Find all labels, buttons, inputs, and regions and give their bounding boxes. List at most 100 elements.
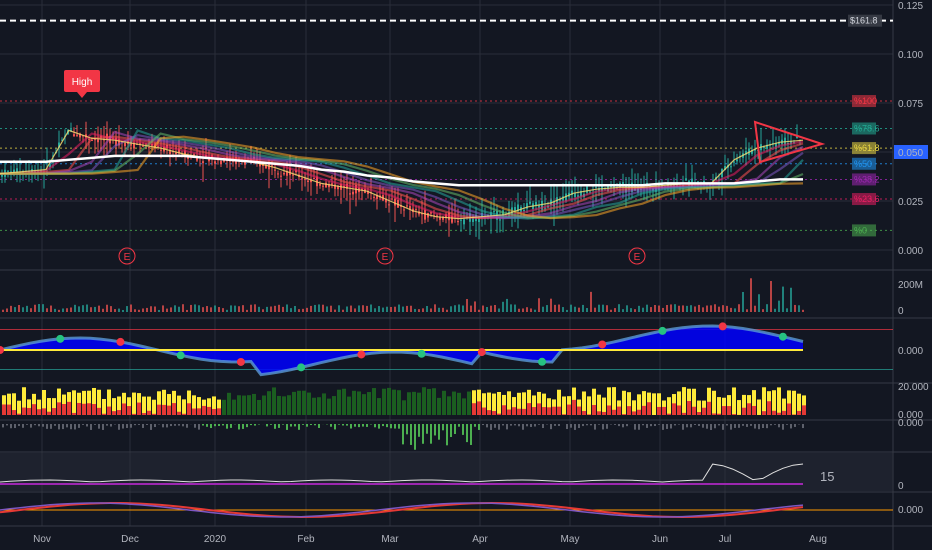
candle-body	[160, 149, 162, 151]
volume-bar	[94, 306, 96, 312]
histogram2-bar	[578, 424, 580, 429]
volume-bar	[238, 306, 240, 312]
histogram-bar-red	[582, 410, 586, 415]
histogram-bar	[432, 388, 436, 415]
histogram2-bar	[678, 424, 680, 425]
series-point	[91, 138, 93, 140]
histogram2-bar	[750, 424, 752, 426]
volume-bar	[250, 304, 252, 312]
histogram-bar-red	[687, 400, 691, 415]
histogram-bar	[622, 390, 626, 415]
fib-label: %38.2	[854, 174, 880, 184]
histogram-bar-red	[47, 411, 51, 415]
volume-bar	[774, 308, 776, 312]
histogram-bar-red	[787, 403, 791, 415]
histogram-bar	[97, 389, 101, 415]
triangle-drawing[interactable]	[753, 120, 826, 164]
candle-body	[571, 190, 573, 196]
candle-body	[310, 179, 312, 183]
series-point	[389, 177, 391, 179]
histogram2-bar	[26, 424, 28, 425]
histogram-bar-red	[622, 414, 626, 415]
histogram-bar	[282, 396, 286, 415]
series-point	[252, 161, 254, 163]
histogram-bar	[517, 392, 521, 415]
volume-bar	[622, 309, 624, 312]
histogram-bar	[372, 388, 376, 415]
candle-body	[313, 178, 315, 180]
histogram2-bar	[22, 424, 24, 428]
volume-bar	[226, 309, 228, 312]
histogram-bar	[557, 389, 561, 415]
histogram2-bar	[6, 424, 8, 426]
histogram-bar	[192, 395, 196, 415]
candle-body	[97, 139, 99, 143]
histogram2-bar	[410, 424, 412, 445]
histogram2-bar	[570, 424, 572, 428]
histogram-bar	[302, 390, 306, 415]
volume-bar	[70, 307, 72, 312]
candle-body	[751, 149, 753, 154]
histogram-bar-red	[512, 407, 516, 415]
volume-bar	[454, 305, 456, 312]
histogram-bar-red	[657, 406, 661, 415]
histogram-bar-red	[142, 413, 146, 415]
series-point	[779, 179, 781, 181]
candle-body	[460, 219, 462, 221]
histogram2-bar	[302, 424, 304, 425]
histogram-bar-red	[492, 410, 496, 415]
series-point	[665, 185, 667, 187]
histogram-bar-red	[642, 405, 646, 415]
histogram2-bar	[202, 424, 204, 426]
candle-body	[319, 184, 321, 186]
histogram-bar	[587, 396, 591, 415]
volume-bar	[58, 309, 60, 312]
candle-body	[415, 209, 417, 211]
histogram2-bar	[134, 424, 136, 426]
oscillator-line	[0, 324, 804, 377]
volume-bar	[90, 307, 92, 312]
histogram-bar-red	[782, 410, 786, 415]
histogram2-bar	[598, 424, 600, 425]
volume-bar	[750, 278, 752, 312]
volume-bar	[766, 304, 768, 312]
histogram2-bar	[218, 424, 220, 427]
series-point	[619, 187, 621, 189]
candle-body	[745, 151, 747, 155]
volume-bar	[510, 304, 512, 312]
volume-bar	[150, 306, 152, 312]
histogram2-bar	[386, 424, 388, 428]
price-tick-label: 0.100	[898, 50, 923, 61]
volume-bar	[190, 304, 192, 312]
price-axis: 0.1250.1000.0750.0500.0250.0000.050200M0…	[820, 1, 929, 516]
volume-bar	[686, 305, 688, 312]
candle-body	[169, 149, 171, 154]
candle-body	[352, 191, 354, 195]
candle-body	[277, 173, 279, 175]
histogram-bar-red	[662, 406, 666, 415]
series-point	[275, 167, 277, 169]
histogram-bar-red	[477, 401, 481, 415]
candle-body	[157, 146, 159, 148]
histogram-bar	[697, 400, 701, 415]
histogram2-bar	[710, 424, 712, 430]
histogram-bar	[57, 388, 61, 415]
histogram-bar-red	[592, 404, 596, 415]
histogram-bar-red	[667, 413, 671, 415]
volume-bar	[702, 307, 704, 312]
histogram-bar	[462, 398, 466, 415]
histogram2-bar	[214, 424, 216, 427]
histogram-bar	[752, 390, 756, 415]
volume-bar	[246, 309, 248, 312]
histogram2-bar	[86, 424, 88, 427]
volume-bar	[134, 309, 136, 312]
histogram2-bar	[566, 424, 568, 430]
histogram-bar-red	[767, 401, 771, 415]
price-tick-label: 0.000	[898, 246, 923, 257]
volume-bar	[130, 304, 132, 312]
volume-bar	[714, 304, 716, 312]
histogram-bar	[142, 396, 146, 415]
histogram-bar	[82, 390, 86, 415]
candle-body	[544, 207, 546, 209]
